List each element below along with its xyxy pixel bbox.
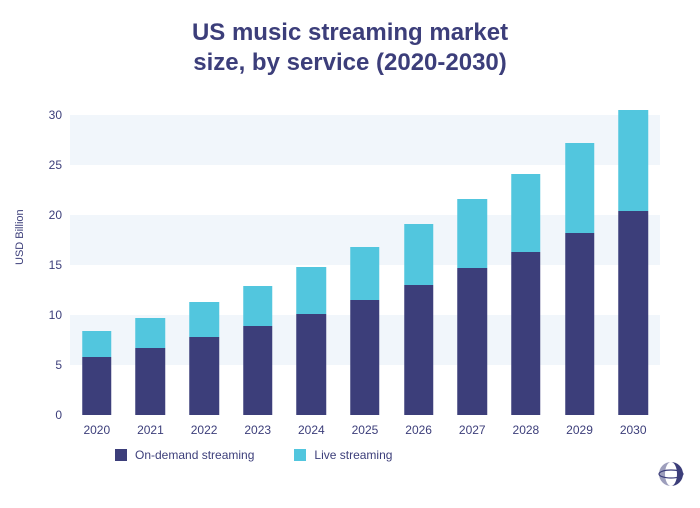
legend-label: On-demand streaming	[135, 448, 254, 462]
bar-segment-live-streaming	[350, 247, 380, 300]
plot-area: 0510152025302020202120222023202420252026…	[70, 115, 660, 415]
y-tick-label: 15	[49, 258, 70, 272]
bar-segment-on-demand-streaming	[189, 337, 219, 415]
legend: On-demand streaming Live streaming	[115, 448, 392, 462]
bar-segment-on-demand-streaming	[243, 326, 273, 415]
bar-segment-live-streaming	[511, 174, 541, 252]
bar-stack	[350, 247, 380, 415]
bar-segment-on-demand-streaming	[511, 252, 541, 415]
bar-slot: 2027	[445, 115, 499, 415]
bar-segment-live-streaming	[618, 110, 648, 211]
bar-segment-on-demand-streaming	[404, 285, 434, 415]
chart-title: US music streaming market size, by servi…	[0, 0, 700, 78]
bar-segment-live-streaming	[565, 143, 595, 233]
x-tick-label: 2029	[566, 415, 593, 437]
bar-slot: 2029	[553, 115, 607, 415]
bar-slot: 2028	[499, 115, 553, 415]
bar-stack	[404, 224, 434, 415]
x-tick-label: 2023	[244, 415, 271, 437]
bar-stack	[82, 331, 112, 415]
bar-stack	[458, 199, 488, 415]
bar-segment-on-demand-streaming	[458, 268, 488, 415]
bar-stack	[565, 143, 595, 415]
brand-logo-icon	[658, 461, 684, 492]
x-tick-label: 2021	[137, 415, 164, 437]
bar-slot: 2026	[392, 115, 446, 415]
legend-item: On-demand streaming	[115, 448, 254, 462]
bar-segment-live-streaming	[82, 331, 112, 357]
bar-stack	[618, 110, 648, 415]
bar-segment-live-streaming	[136, 318, 166, 348]
bar-slot: 2020	[70, 115, 124, 415]
x-tick-label: 2030	[620, 415, 647, 437]
y-tick-label: 10	[49, 308, 70, 322]
bar-stack	[136, 318, 166, 415]
legend-swatch	[294, 449, 306, 461]
x-tick-label: 2028	[513, 415, 540, 437]
bar-slot: 2023	[231, 115, 285, 415]
bar-slot: 2024	[285, 115, 339, 415]
bar-segment-on-demand-streaming	[618, 211, 648, 415]
y-tick-label: 25	[49, 158, 70, 172]
bar-segment-on-demand-streaming	[136, 348, 166, 415]
bar-stack	[189, 302, 219, 415]
bar-slot: 2025	[338, 115, 392, 415]
bar-slot: 2030	[606, 115, 660, 415]
legend-label: Live streaming	[314, 448, 392, 462]
x-tick-label: 2027	[459, 415, 486, 437]
y-tick-label: 30	[49, 108, 70, 122]
chart-container: US music streaming market size, by servi…	[0, 0, 700, 508]
bar-segment-on-demand-streaming	[297, 314, 327, 415]
bar-slot: 2021	[124, 115, 178, 415]
x-tick-label: 2024	[298, 415, 325, 437]
legend-item: Live streaming	[294, 448, 392, 462]
bar-segment-live-streaming	[458, 199, 488, 268]
x-tick-label: 2020	[83, 415, 110, 437]
bar-stack	[511, 174, 541, 415]
y-tick-label: 5	[55, 358, 70, 372]
x-tick-label: 2022	[191, 415, 218, 437]
bar-segment-on-demand-streaming	[350, 300, 380, 415]
bar-segment-live-streaming	[243, 286, 273, 326]
bar-segment-live-streaming	[404, 224, 434, 285]
y-tick-label: 0	[55, 408, 70, 422]
chart-title-line2: size, by service (2020-2030)	[0, 48, 700, 78]
y-tick-label: 20	[49, 208, 70, 222]
chart-title-line1: US music streaming market	[0, 18, 700, 48]
bar-segment-on-demand-streaming	[82, 357, 112, 415]
bar-segment-live-streaming	[297, 267, 327, 314]
x-tick-label: 2026	[405, 415, 432, 437]
legend-swatch	[115, 449, 127, 461]
x-tick-label: 2025	[352, 415, 379, 437]
bar-stack	[243, 286, 273, 415]
bar-slot: 2022	[177, 115, 231, 415]
bar-segment-on-demand-streaming	[565, 233, 595, 415]
bar-stack	[297, 267, 327, 415]
bar-segment-live-streaming	[189, 302, 219, 337]
y-axis-title: USD Billion	[14, 209, 26, 265]
